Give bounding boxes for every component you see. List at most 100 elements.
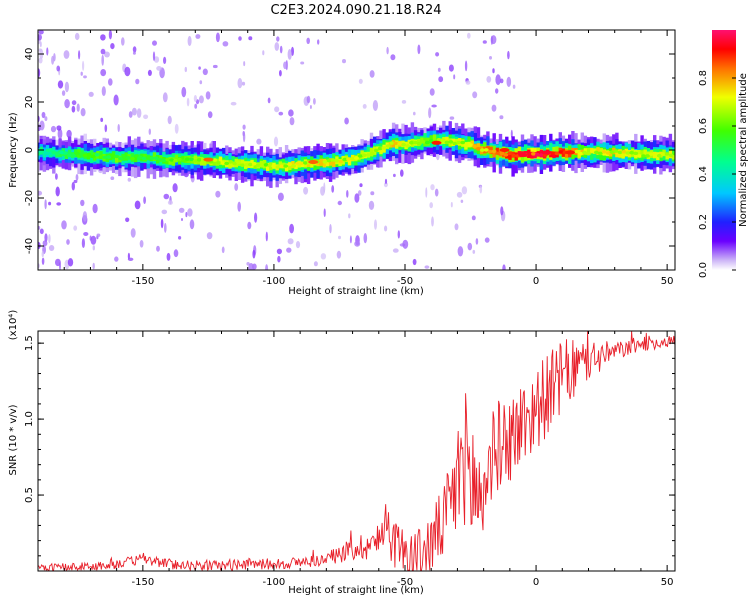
heatmap-noise-cell — [277, 192, 284, 201]
heatmap-noise-cell — [39, 41, 42, 48]
heatmap-noise-cell — [288, 109, 294, 117]
heatmap-noise-cell — [66, 129, 72, 138]
heatmap-ridge-cell — [89, 150, 94, 158]
heatmap-ridge-cell — [637, 150, 641, 158]
heatmap-noise-cell — [67, 258, 74, 267]
heatmap-core-cell — [275, 165, 281, 169]
colorbar-tick-label: 0.4 — [698, 166, 709, 182]
heatmap-noise-cell — [475, 238, 479, 245]
heatmap-noise-cell — [491, 104, 497, 112]
heatmap-noise-cell — [448, 64, 454, 72]
heatmap-noise-cell — [198, 95, 204, 104]
colorbar-tick-label: 0.0 — [698, 262, 709, 278]
heatmap-noise-cell — [195, 34, 201, 39]
heatmap-core-cell — [118, 156, 123, 161]
heatmap-core-cell — [232, 161, 238, 166]
heatmap-core-cell — [397, 141, 403, 146]
heatmap-noise-cell — [500, 206, 504, 216]
y-tick-label: 20 — [24, 96, 35, 109]
heatmap-ridge-cell — [643, 149, 647, 157]
heatmap-ridge-cell — [218, 156, 223, 165]
colorbar-label: Normalized spectral amplitude — [738, 73, 749, 227]
heatmap-noise-cell — [274, 42, 280, 51]
heatmap-noise-cell — [274, 106, 280, 113]
heatmap-noise-cell — [167, 200, 173, 205]
heatmap-core-cell — [338, 159, 344, 164]
heatmap-core-cell — [444, 140, 450, 145]
heatmap-core-cell — [479, 148, 485, 152]
heatmap-noise-cell — [64, 81, 69, 93]
heatmap-noise-cell — [167, 115, 172, 125]
heatmap-noise-cell — [160, 218, 164, 229]
heatmap-core-cell — [161, 158, 167, 163]
heatmap-noise-cell — [344, 117, 349, 125]
heatmap-noise-cell — [467, 242, 473, 251]
heatmap-ridge-cell — [586, 148, 591, 155]
heatmap-core-cell — [303, 161, 308, 165]
heatmap-core-cell — [51, 150, 57, 155]
heatmap-core-cell — [609, 150, 615, 154]
heatmap-noise-cell — [80, 108, 86, 117]
heatmap-ridge-cell — [253, 163, 257, 169]
heatmap-noise-cell — [162, 92, 168, 103]
heatmap-noise-cell — [100, 117, 104, 122]
heatmap-noise-cell — [55, 258, 61, 267]
heatmap-core-cell — [39, 149, 45, 154]
heatmap-core-cell — [149, 156, 155, 160]
y-tick-label: 1.5 — [24, 335, 35, 351]
heatmap-noise-cell — [83, 232, 89, 236]
heatmap-core-cell — [59, 150, 64, 155]
heatmap-noise-cell — [152, 40, 157, 46]
heatmap-noise-cell — [354, 241, 361, 247]
heatmap-core-cell — [401, 142, 407, 147]
snr-ticks: -150 -100 -50 0 50 0.5 1.0 1.5 — [24, 331, 675, 588]
heatmap-noise-cell — [90, 235, 97, 245]
heatmap-core-cell — [287, 162, 293, 166]
heatmap-noise-cell — [92, 245, 96, 251]
heatmap-noise-cell — [425, 187, 428, 198]
heatmap-noise-cell — [390, 54, 396, 61]
heatmap-noise-cell — [48, 201, 52, 206]
spectrogram-plot: -150 -100 -50 0 50 -40 -20 0 20 40 Height of stra… — [8, 29, 676, 297]
heatmap-ridge-cell — [325, 159, 330, 167]
heatmap-noise-cell — [56, 65, 60, 72]
heatmap-noise-cell — [234, 183, 239, 191]
heatmap-core-cell — [550, 151, 556, 155]
heatmap-noise-cell — [456, 191, 463, 198]
heatmap-noise-cell — [242, 131, 246, 143]
heatmap-noise-cell — [337, 200, 342, 206]
heatmap-core-cell — [74, 151, 80, 156]
heatmap-noise-cell — [198, 66, 201, 70]
heatmap-noise-cell — [323, 208, 326, 217]
heatmap-noise-cell — [309, 105, 312, 109]
heatmap-noise-cell — [199, 80, 203, 85]
heatmap-core-cell — [354, 156, 359, 160]
heatmap-core-cell — [98, 155, 104, 159]
heatmap-noise-cell — [384, 225, 388, 232]
heatmap-noise-cell — [486, 76, 492, 83]
heatmap-noise-cell — [384, 178, 388, 185]
heatmap-noise-cell — [495, 88, 499, 94]
heatmap-noise-cell — [506, 76, 512, 87]
x-tick-label: -150 — [132, 577, 155, 588]
snr-frame — [37, 330, 676, 572]
x-tick-label: -150 — [132, 276, 155, 287]
heatmap-noise-cell — [402, 239, 409, 249]
heatmap-core-cell — [413, 140, 418, 145]
heatmap-noise-cell — [76, 103, 80, 112]
heatmap-noise-cell — [80, 71, 83, 76]
heatmap-core-cell — [173, 158, 179, 163]
heatmap-noise-cell — [489, 56, 492, 60]
heatmap-noise-cell — [265, 264, 269, 270]
heatmap-ridge-cell — [379, 146, 383, 155]
heatmap-noise-cell — [215, 190, 221, 198]
heatmap-core-cell — [582, 150, 587, 155]
heatmap-noise-cell — [187, 35, 192, 47]
heatmap-noise-cell — [108, 78, 113, 86]
heatmap-hotspot — [565, 150, 576, 155]
x-tick-label: -100 — [263, 577, 286, 588]
heatmap-noise-cell — [221, 246, 225, 254]
heatmap-noise-cell — [372, 100, 378, 111]
heatmap-core-cell — [86, 152, 92, 157]
